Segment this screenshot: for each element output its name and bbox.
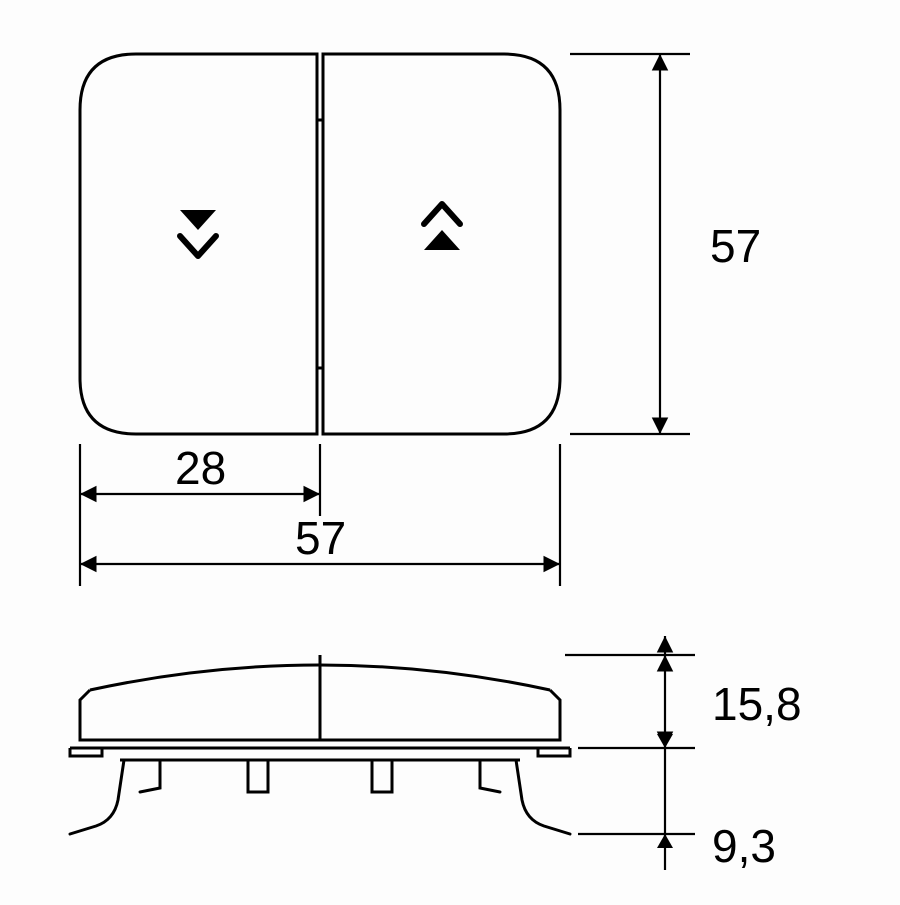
dim-depth: 15,8 [712, 678, 802, 730]
dimensions-side: 15,8 9,3 [565, 636, 802, 872]
drawing-canvas: 57 28 57 15,8 9,3 [0, 0, 900, 900]
double-up-icon [424, 204, 460, 250]
side-view [70, 655, 570, 834]
dim-half-width: 28 [175, 442, 226, 494]
rocker-left [80, 54, 317, 434]
dim-height: 57 [710, 220, 761, 272]
double-down-icon [180, 210, 216, 256]
dim-clip: 9,3 [712, 820, 776, 872]
dimensions-top: 57 28 57 [80, 54, 761, 586]
top-view [80, 54, 560, 434]
dim-full-width: 57 [295, 512, 346, 564]
